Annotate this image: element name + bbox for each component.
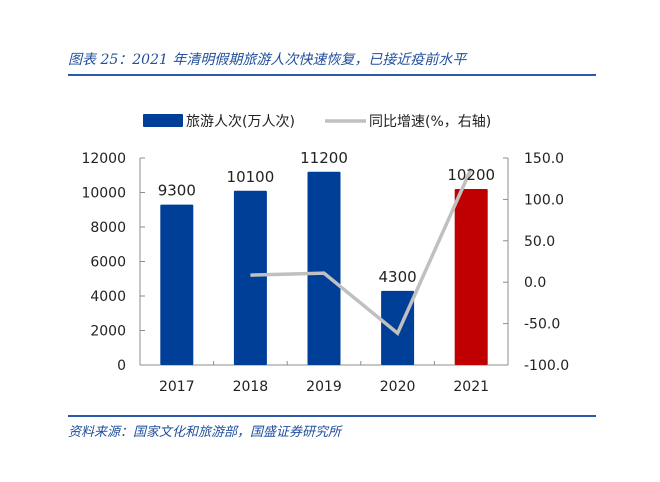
growth-rate-line [250, 167, 473, 337]
left-axis-tick-label: 4000 [90, 289, 126, 305]
x-axis-tick-label: 2020 [380, 379, 416, 395]
right-axis-tick-label: 150.0 [524, 151, 564, 167]
bar-value-label: 11200 [300, 149, 348, 167]
bar-value-label: 10100 [227, 168, 275, 186]
left-axis-tick-label: 8000 [90, 220, 126, 236]
source-note: 资料来源：国家文化和旅游部，国盛证券研究所 [68, 425, 342, 440]
bar [160, 204, 194, 365]
left-axis-tick-label: 10000 [81, 186, 126, 202]
bar [381, 290, 415, 365]
left-axis-tick-label: 2000 [90, 324, 126, 340]
title-divider [68, 74, 596, 76]
bar [307, 171, 341, 365]
x-axis-tick-label: 2017 [159, 379, 195, 395]
right-axis-tick-label: 50.0 [524, 234, 555, 250]
figure-title: 图表 25：2021 年清明假期旅游人次快速恢复，已接近疫前水平 [68, 52, 467, 68]
left-axis-tick-label: 0 [117, 358, 126, 374]
bar [233, 190, 267, 365]
x-axis-tick-label: 2019 [306, 379, 342, 395]
bar [454, 189, 488, 365]
bar-data-labels: 9300 10100 11200 4300 10200 [158, 149, 495, 286]
left-axis-tick-label: 6000 [90, 255, 126, 271]
right-axis-tick-label: -100.0 [524, 358, 569, 374]
left-axis-tick-label: 12000 [81, 151, 126, 167]
right-axis-tick-label: 0.0 [524, 275, 546, 291]
source-divider [68, 415, 596, 417]
line-series [250, 167, 473, 337]
x-axis-tick-label: 2018 [233, 379, 269, 395]
legend-swatch-bar [143, 114, 183, 127]
chart-axes: 0 2000 4000 6000 8000 10000 12000 -100.0 -50.0 0.… [81, 151, 569, 395]
x-axis-tick-label: 2021 [453, 379, 489, 395]
bar-value-label: 9300 [158, 182, 196, 200]
bar-value-label: 10200 [447, 166, 495, 184]
right-axis-tick-label: -50.0 [524, 317, 560, 333]
chart-legend: 旅游人次(万人次) 同比增速(%，右轴) [143, 114, 491, 130]
bar-value-label: 4300 [379, 268, 417, 286]
legend-label-bar: 旅游人次(万人次) [186, 114, 295, 130]
legend-label-line: 同比增速(%，右轴) [369, 114, 491, 130]
bar-series [160, 171, 488, 365]
right-axis-tick-label: 100.0 [524, 192, 564, 208]
